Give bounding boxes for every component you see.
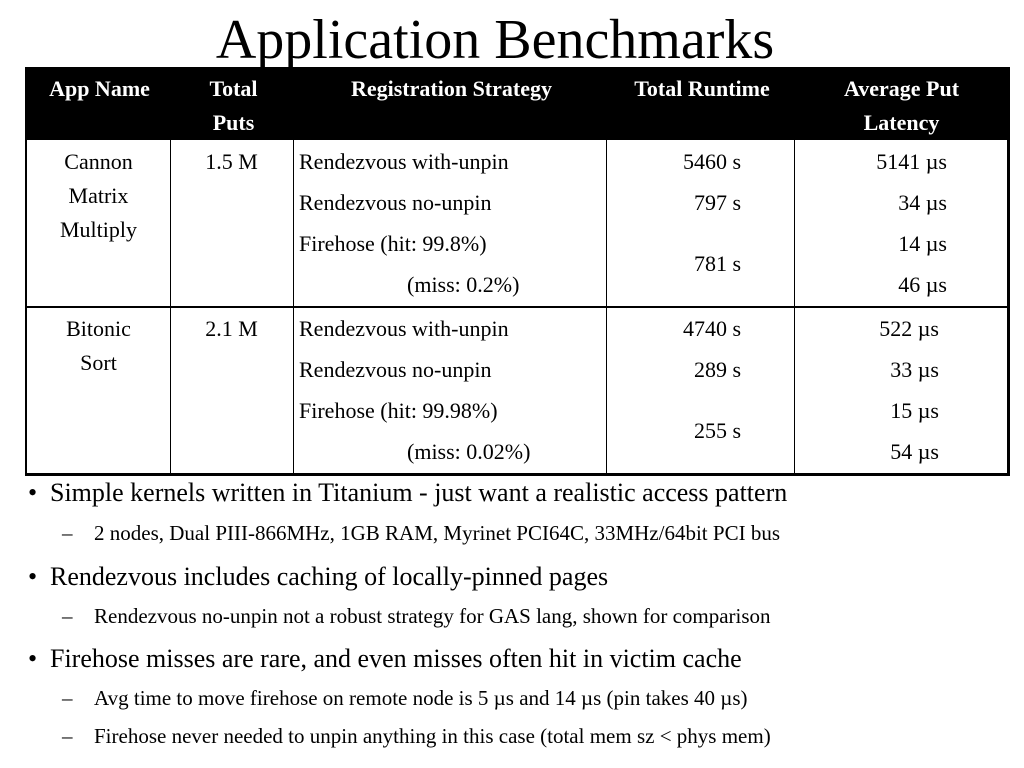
bullet-dot: • bbox=[28, 644, 38, 673]
total-runtime: 255 s bbox=[693, 418, 741, 443]
sub-bullet-text: 2 nodes, Dual PIII-866MHz, 1GB RAM, Myri… bbox=[94, 521, 780, 545]
dash-marker: – bbox=[62, 724, 73, 748]
total-runtime: 5460 s bbox=[682, 149, 741, 174]
header-line: App Name bbox=[49, 76, 150, 101]
registration-strategy: (miss: 0.02%) bbox=[407, 439, 531, 464]
average-put-latency: 14 µs bbox=[898, 231, 947, 256]
average-put-latency: 54 µs bbox=[890, 439, 939, 464]
registration-strategy: Rendezvous no-unpin bbox=[299, 357, 492, 382]
header-registration-strategy: Registration Strategy bbox=[295, 72, 608, 106]
total-runtime: 781 s bbox=[693, 251, 741, 276]
app-name-line: Bitonic bbox=[66, 316, 131, 341]
total-runtime: 4740 s bbox=[682, 316, 741, 341]
bullet-item: • Firehose misses are rare, and even miss… bbox=[28, 643, 742, 675]
sub-bullet-text: Firehose never needed to unpin anything … bbox=[94, 724, 771, 748]
app-name-line: Matrix bbox=[68, 183, 129, 208]
app-name-line: Sort bbox=[80, 350, 117, 375]
sub-bullet-text: Rendezvous no-unpin not a robust strateg… bbox=[94, 604, 771, 628]
header-app-name: App Name bbox=[27, 72, 172, 106]
average-put-latency: 522 µs bbox=[879, 316, 939, 341]
app-name-line: Cannon bbox=[64, 149, 133, 174]
dash-marker: – bbox=[62, 521, 73, 545]
app-name-line: Multiply bbox=[59, 217, 137, 242]
average-put-latency: 5141 µs bbox=[876, 149, 947, 174]
sub-bullet-item: – Firehose never needed to unpin anything… bbox=[62, 722, 771, 750]
header-line: Latency bbox=[863, 110, 940, 135]
registration-strategy: Rendezvous with-unpin bbox=[299, 149, 509, 174]
header-total-puts: Total Puts bbox=[172, 72, 295, 140]
total-runtime: 797 s bbox=[693, 190, 741, 215]
sub-bullet-item: – Avg time to move firehose on remote nod… bbox=[62, 684, 748, 712]
average-put-latency: 33 µs bbox=[890, 357, 939, 382]
header-line: Puts bbox=[212, 110, 255, 135]
bullet-dot: • bbox=[28, 562, 38, 591]
registration-strategy: Rendezvous with-unpin bbox=[299, 316, 509, 341]
dash-marker: – bbox=[62, 604, 73, 628]
benchmark-table: App Name Total Puts Registration Strategy… bbox=[25, 67, 1010, 476]
average-put-latency: 15 µs bbox=[890, 398, 939, 423]
bullet-text: Simple kernels written in Titanium - jus… bbox=[50, 478, 788, 507]
sub-bullet-text: Avg time to move firehose on remote node… bbox=[94, 686, 748, 710]
bullet-text: Firehose misses are rare, and even misse… bbox=[50, 644, 742, 673]
bullet-text: Rendezvous includes caching of locally-p… bbox=[50, 562, 609, 591]
sub-bullet-item: –2 nodes, Dual PIII-866MHz, 1GB RAM, Myr… bbox=[62, 519, 780, 547]
bullet-item: • Simple kernels written in Titanium - ju… bbox=[28, 477, 787, 509]
dash-marker: – bbox=[62, 686, 73, 710]
table-header: App Name Total Puts Registration Strategy… bbox=[27, 69, 1007, 140]
total-runtime: 289 s bbox=[693, 357, 741, 382]
header-average-put-latency: Average Put Latency bbox=[796, 72, 1007, 140]
header-line: Total bbox=[209, 76, 258, 101]
total-puts: 2.1 M bbox=[205, 316, 258, 341]
header-line: Registration Strategy bbox=[350, 76, 552, 101]
header-line: Total Runtime bbox=[634, 76, 770, 101]
sub-bullet-item: – Rendezvous no-unpin not a robust strate… bbox=[62, 602, 771, 630]
header-line: Average Put bbox=[843, 76, 960, 101]
slide-title: Application Benchmarks bbox=[215, 9, 775, 71]
row-divider bbox=[27, 306, 1007, 308]
total-puts: 1.5 M bbox=[205, 149, 258, 174]
registration-strategy: Firehose (hit: 99.8%) bbox=[299, 231, 487, 256]
header-total-runtime: Total Runtime bbox=[608, 72, 796, 106]
average-put-latency: 46 µs bbox=[898, 272, 947, 297]
registration-strategy: (miss: 0.2%) bbox=[407, 272, 520, 297]
registration-strategy: Firehose (hit: 99.98%) bbox=[299, 398, 498, 423]
average-put-latency: 34 µs bbox=[898, 190, 947, 215]
bullet-dot: • bbox=[28, 478, 38, 507]
bullet-item: • Rendezvous includes caching of locally-… bbox=[28, 561, 608, 593]
registration-strategy: Rendezvous no-unpin bbox=[299, 190, 492, 215]
